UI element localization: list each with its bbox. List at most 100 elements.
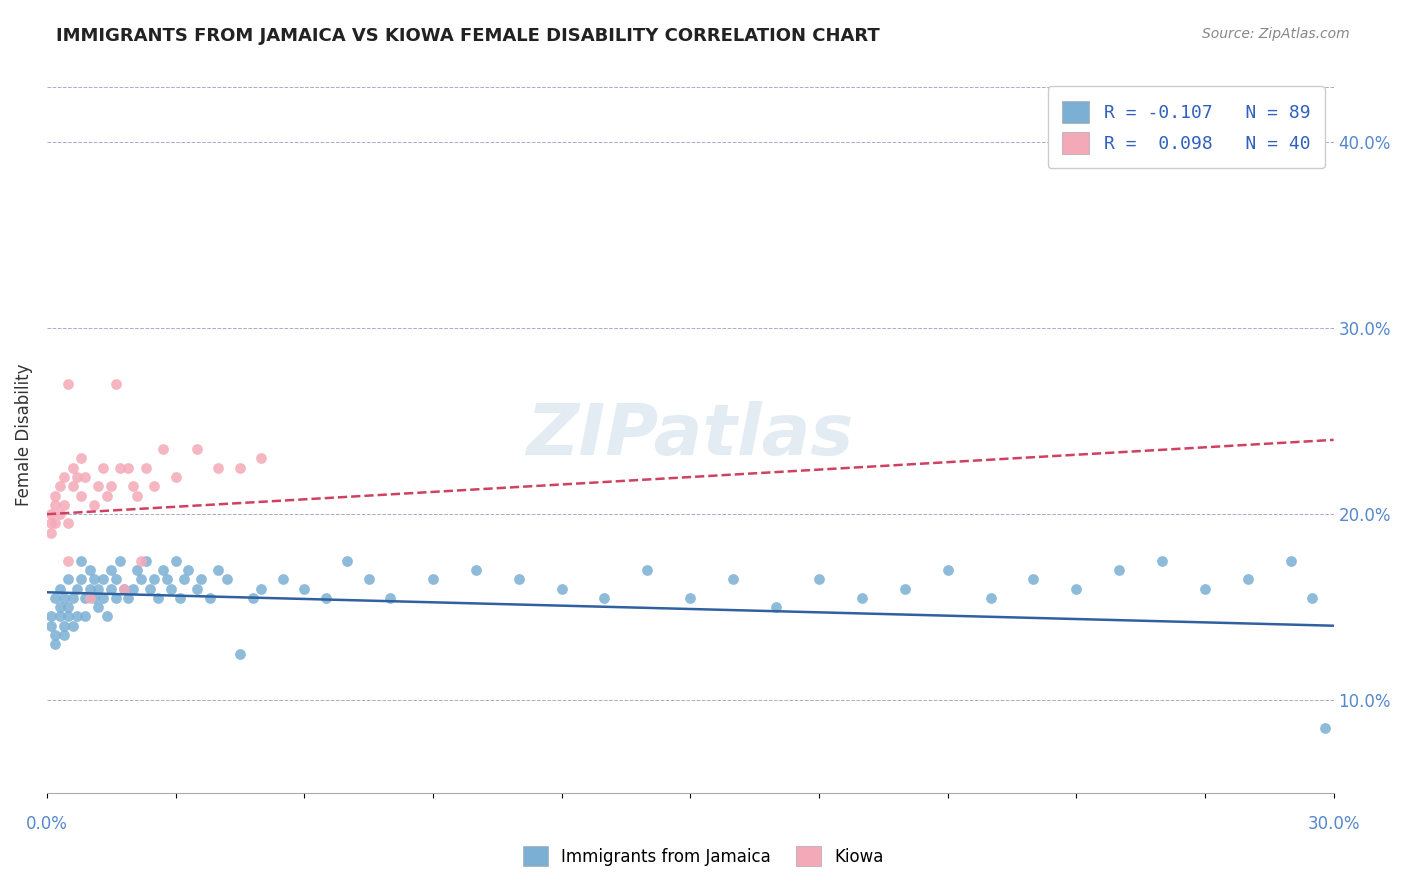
Text: ZIPatlas: ZIPatlas xyxy=(527,401,853,470)
Point xyxy=(936,563,959,577)
Point xyxy=(44,637,66,651)
Point xyxy=(186,442,208,457)
Point xyxy=(139,582,162,596)
Point xyxy=(593,591,616,605)
Point xyxy=(1152,554,1174,568)
Point xyxy=(508,572,530,586)
Point xyxy=(721,572,744,586)
Point xyxy=(229,460,252,475)
Text: 30.0%: 30.0% xyxy=(1308,815,1360,833)
Point xyxy=(70,572,93,586)
Point xyxy=(1313,721,1336,735)
Point xyxy=(271,572,294,586)
Point xyxy=(1108,563,1130,577)
Point xyxy=(378,591,401,605)
Point xyxy=(53,618,76,632)
Point xyxy=(66,470,89,484)
Point xyxy=(1279,554,1302,568)
Point xyxy=(117,460,139,475)
Point xyxy=(550,582,572,596)
Point xyxy=(70,554,93,568)
Point xyxy=(39,507,62,521)
Point xyxy=(135,554,157,568)
Point xyxy=(104,591,127,605)
Point xyxy=(49,600,72,615)
Point xyxy=(112,582,135,596)
Point xyxy=(464,563,486,577)
Point xyxy=(165,470,187,484)
Point xyxy=(422,572,444,586)
Point xyxy=(135,460,157,475)
Point xyxy=(39,525,62,540)
Point xyxy=(851,591,873,605)
Point xyxy=(58,377,80,392)
Point xyxy=(58,516,80,531)
Point xyxy=(1301,591,1323,605)
Point xyxy=(44,516,66,531)
Point xyxy=(44,628,66,642)
Point xyxy=(70,489,93,503)
Point xyxy=(49,582,72,596)
Point xyxy=(121,582,143,596)
Point xyxy=(39,516,62,531)
Point xyxy=(292,582,315,596)
Point xyxy=(242,591,264,605)
Point xyxy=(152,442,174,457)
Point xyxy=(79,563,101,577)
Point xyxy=(44,591,66,605)
Point xyxy=(148,591,170,605)
Point xyxy=(96,489,118,503)
Point xyxy=(765,600,787,615)
Point xyxy=(44,489,66,503)
Point xyxy=(336,554,359,568)
Point xyxy=(87,479,110,493)
Point xyxy=(152,563,174,577)
Point xyxy=(125,563,148,577)
Point xyxy=(198,591,221,605)
Point xyxy=(108,554,131,568)
Point xyxy=(62,618,84,632)
Point xyxy=(207,563,229,577)
Point xyxy=(112,582,135,596)
Point xyxy=(143,479,166,493)
Point xyxy=(49,609,72,624)
Point xyxy=(250,582,273,596)
Point xyxy=(66,609,89,624)
Point xyxy=(190,572,212,586)
Point xyxy=(104,377,127,392)
Point xyxy=(679,591,702,605)
Point xyxy=(75,591,97,605)
Point xyxy=(87,582,110,596)
Point xyxy=(58,554,80,568)
Point xyxy=(91,460,114,475)
Point xyxy=(357,572,380,586)
Point xyxy=(96,609,118,624)
Point xyxy=(215,572,238,586)
Point xyxy=(207,460,229,475)
Point xyxy=(108,460,131,475)
Y-axis label: Female Disability: Female Disability xyxy=(15,364,32,507)
Legend: Immigrants from Jamaica, Kiowa: Immigrants from Jamaica, Kiowa xyxy=(515,838,891,875)
Point xyxy=(58,609,80,624)
Point xyxy=(83,498,105,512)
Point xyxy=(91,572,114,586)
Point xyxy=(229,647,252,661)
Point xyxy=(75,609,97,624)
Point xyxy=(143,572,166,586)
Point xyxy=(100,479,122,493)
Point xyxy=(165,554,187,568)
Point xyxy=(79,591,101,605)
Point xyxy=(1022,572,1045,586)
Point xyxy=(250,451,273,466)
Point xyxy=(979,591,1001,605)
Point xyxy=(173,572,195,586)
Point xyxy=(156,572,179,586)
Point xyxy=(39,618,62,632)
Point xyxy=(62,460,84,475)
Point xyxy=(893,582,915,596)
Point xyxy=(53,591,76,605)
Point xyxy=(75,470,97,484)
Point xyxy=(49,479,72,493)
Point xyxy=(91,591,114,605)
Text: 0.0%: 0.0% xyxy=(25,815,67,833)
